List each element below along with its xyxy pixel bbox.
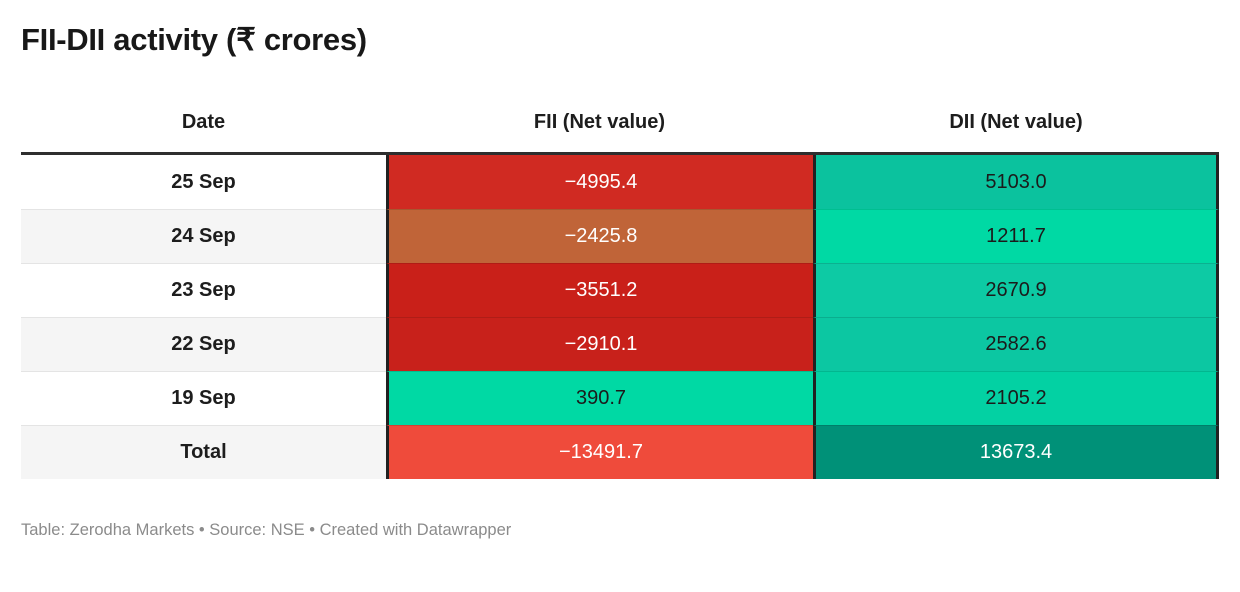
fii-value-cell: −3551.2 <box>386 263 813 317</box>
dii-value-cell: 1211.7 <box>813 209 1219 263</box>
fii-value-cell: −2910.1 <box>386 317 813 371</box>
table-row: 23 Sep −3551.2 2670.9 <box>21 263 1219 317</box>
table-row: 25 Sep −4995.4 5103.0 <box>21 155 1219 209</box>
date-cell: 22 Sep <box>21 317 386 371</box>
column-header-date: Date <box>181 110 226 133</box>
date-cell: 25 Sep <box>21 155 386 209</box>
dii-value-cell: 2582.6 <box>813 317 1219 371</box>
date-cell: Total <box>21 425 386 479</box>
fii-value-cell: −2425.8 <box>386 209 813 263</box>
dii-value-cell: 2105.2 <box>813 371 1219 425</box>
dii-value-cell: 5103.0 <box>813 155 1219 209</box>
table-row: 24 Sep −2425.8 1211.7 <box>21 209 1219 263</box>
dii-total-cell: 13673.4 <box>813 425 1219 479</box>
column-header-dii: DII (Net value) <box>949 110 1083 133</box>
data-table: Date FII (Net value) DII (Net value) 25 … <box>21 92 1219 479</box>
fii-value-cell: −4995.4 <box>386 155 813 209</box>
table-row-total: Total −13491.7 13673.4 <box>21 425 1219 479</box>
page-title: FII-DII activity (₹ crores) <box>21 22 367 57</box>
attribution-text: Table: Zerodha Markets • Source: NSE • C… <box>21 521 512 539</box>
date-cell: 19 Sep <box>21 371 386 425</box>
table-row: 22 Sep −2910.1 2582.6 <box>21 317 1219 371</box>
date-cell: 24 Sep <box>21 209 386 263</box>
fii-total-cell: −13491.7 <box>386 425 813 479</box>
table-row: 19 Sep 390.7 2105.2 <box>21 371 1219 425</box>
table-header-row: Date FII (Net value) DII (Net value) <box>21 92 1219 155</box>
date-cell: 23 Sep <box>21 263 386 317</box>
table-body: 25 Sep −4995.4 5103.0 24 Sep −2425.8 121… <box>21 155 1219 479</box>
dii-value-cell: 2670.9 <box>813 263 1219 317</box>
chart-container: FII-DII activity (₹ crores) Date FII (Ne… <box>21 22 1219 539</box>
column-header-fii: FII (Net value) <box>533 110 666 133</box>
fii-value-cell: 390.7 <box>386 371 813 425</box>
